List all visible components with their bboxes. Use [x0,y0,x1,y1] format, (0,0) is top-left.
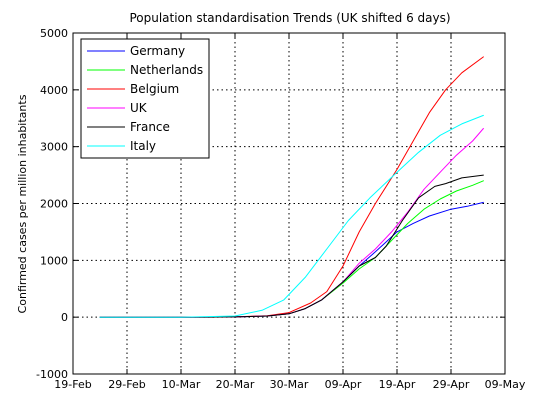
legend-label-italy: Italy [130,139,156,153]
series-lines [99,56,484,318]
legend: Germany Netherlands Belgium UK France Italy [80,38,210,159]
series-line-france [99,174,484,318]
y-tick-label: -1000 [36,368,68,381]
legend-label-belgium: Belgium [130,82,179,96]
y-tick-label: 3000 [40,141,68,154]
x-tick-label: 19-Feb [54,378,91,391]
series-line-italy [99,114,484,318]
y-axis-label: Confirmed cases per million inhabitants [16,94,29,313]
x-tick-label: 30-Mar [270,378,309,391]
x-tick-label: 29-Feb [108,378,145,391]
y-tick-label: 5000 [40,27,68,40]
y-tick-label: 2000 [40,198,68,211]
chart-title: Population standardisation Trends (UK sh… [129,11,450,25]
x-tick-label: 09-May [485,378,526,391]
x-tick-label: 10-Mar [162,378,201,391]
legend-label-uk: UK [130,101,148,115]
y-tick-label: 1000 [40,254,68,267]
legend-box [80,38,210,159]
y-tick-label: 0 [61,311,68,324]
legend-label-france: France [130,120,170,134]
legend-label-germany: Germany [130,44,185,58]
x-tick-label: 09-Apr [325,378,362,391]
legend-label-netherlands: Netherlands [130,63,203,77]
x-tick-label: 20-Mar [216,378,255,391]
axis-ticks: 19-Feb 29-Feb 10-Mar 20-Mar 30-Mar 09-Apr 19-A… [36,27,526,391]
x-tick-label: 19-Apr [379,378,416,391]
x-tick-label: 29-Apr [433,378,470,391]
y-tick-label: 4000 [40,84,68,97]
